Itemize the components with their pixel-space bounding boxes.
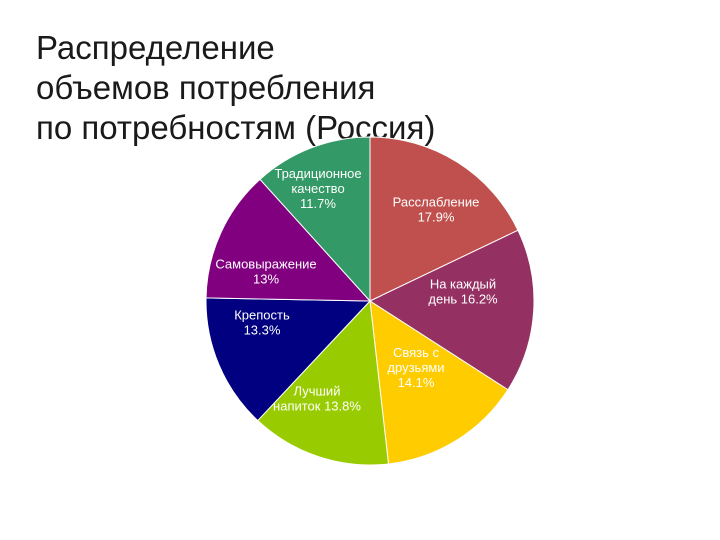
slice-label-4: Лучший напиток 13.8% xyxy=(273,384,361,414)
pie-slice-3 xyxy=(369,300,509,465)
slice-label-line: 17.9% xyxy=(418,210,455,225)
slice-label-line: Лучший xyxy=(294,384,341,399)
slice-label-7: Традиционное качество 11.7% xyxy=(274,166,361,211)
slice-label-2: На каждый день 16.2% xyxy=(428,277,498,307)
pie-slice-4 xyxy=(257,299,390,466)
pie-slice-1 xyxy=(369,136,519,302)
slice-label-line: качество xyxy=(291,181,344,196)
slice-label-line: друзьями xyxy=(387,360,444,375)
slice-label-line: 14.1% xyxy=(398,375,435,390)
slice-label-line: Расслабление xyxy=(393,195,480,210)
pie-slice-7 xyxy=(259,136,371,303)
pie-slice-6 xyxy=(205,178,372,302)
slice-label-line: день 16.2% xyxy=(428,292,498,307)
slice-label-line: 13% xyxy=(253,272,279,287)
slice-label-line: Самовыражение xyxy=(215,257,316,272)
slice-label-line: 11.7% xyxy=(300,196,336,211)
pie-slice-5 xyxy=(205,297,372,422)
pie-slice-2 xyxy=(368,229,535,391)
slice-label-3: Связь с друзьями 14.1% xyxy=(387,345,444,390)
slice-label-line: Крепость xyxy=(234,308,290,323)
slice-label-line: напиток 13.8% xyxy=(273,399,361,414)
slice-label-line: Традиционное xyxy=(274,166,361,181)
slice-label-5: Крепость 13.3% xyxy=(234,308,290,338)
slice-label-1: Расслабление 17.9% xyxy=(393,195,480,225)
slice-label-6: Самовыражение 13% xyxy=(215,257,316,287)
title-line-2: объемов потребления xyxy=(36,69,376,106)
title-line-1: Распределение xyxy=(36,29,275,66)
slice-label-line: Связь с xyxy=(393,345,440,360)
slice-label-line: На каждый xyxy=(430,277,496,292)
slice-label-line: 13.3% xyxy=(244,323,281,338)
